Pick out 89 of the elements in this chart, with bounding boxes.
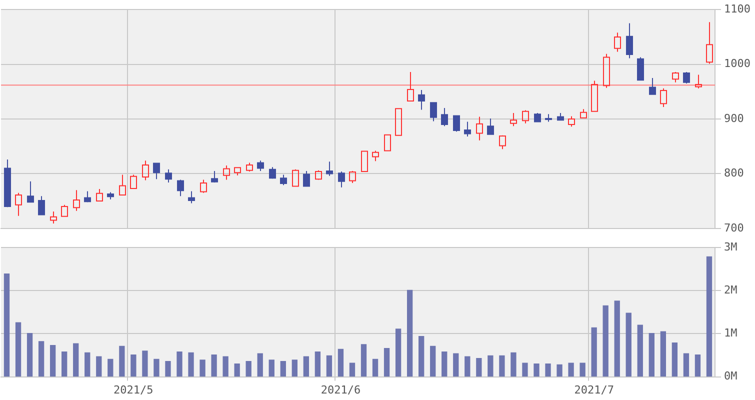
bar [188,352,194,377]
bar [108,358,114,377]
bar [522,362,528,377]
bar [660,331,666,377]
bar [706,256,712,377]
bar [234,364,240,377]
bar [268,360,274,377]
bar [360,344,367,377]
bar [464,356,470,377]
bar [602,305,608,377]
x-tick-label: 2021/7 [574,383,614,396]
y-tick-label: 3M [724,240,738,254]
candlestick [372,150,379,162]
bar [476,358,482,377]
bar [591,327,597,377]
bar [338,348,344,377]
bar [372,358,378,377]
bar [395,328,402,377]
bar [62,351,68,377]
bar [488,355,494,377]
bar [4,274,10,377]
bar [246,360,252,377]
bar [142,350,148,377]
bar [154,358,160,377]
bar [165,360,171,377]
bar [26,332,33,377]
y-tick-label: 1M [724,326,738,340]
bar [442,351,448,377]
candlestick [234,167,241,176]
candlestick [695,74,702,89]
candlestick [50,210,57,224]
candlestick [407,71,414,102]
y-tick-label: 800 [724,166,744,180]
bar [556,364,562,377]
bar [211,354,217,377]
y-tick-label: 2M [724,284,738,297]
bar [50,345,56,377]
bar [222,356,228,377]
bar [119,346,125,377]
bar [637,324,643,377]
bar [384,348,390,377]
bar [73,343,79,377]
y-tick-label: 0M [724,370,738,383]
bar [130,354,136,377]
candlestick [580,108,587,118]
bar [430,346,436,377]
candlestick [73,190,80,212]
bar [499,355,505,377]
bar [257,353,263,377]
bar [672,342,678,377]
y-tick-label: 700 [724,221,744,234]
candlestick [522,110,529,124]
bar [280,360,286,377]
bar [303,356,310,377]
bar [38,341,44,377]
bar [418,336,424,377]
bar [683,353,690,377]
candlestick [119,174,126,196]
candlestick [706,22,713,64]
bar [545,364,551,377]
bar [200,360,206,377]
x-tick-label: 2021/5 [114,383,154,396]
bar [176,351,182,377]
bar [96,356,102,377]
y-tick-label: 1000 [724,57,750,70]
candlestick [15,192,22,216]
bar [648,332,654,377]
bar [314,351,321,377]
candlestick [510,112,517,127]
bar [614,300,620,377]
bar [349,362,356,377]
candlestick [476,116,483,141]
y-tick-label: 900 [724,112,744,125]
y-tick-label: 1100 [724,2,750,16]
bar [453,353,459,377]
bar [534,364,540,377]
bar [626,312,632,377]
bar [292,360,298,377]
candlestick [591,80,598,112]
bar [84,352,90,377]
x-tick-label: 2021/6 [320,383,361,396]
bar [326,355,332,377]
bar [568,362,574,377]
bar [15,322,22,377]
bar [406,290,413,377]
bar [580,362,586,377]
candlestick [142,160,149,181]
bar [694,354,701,377]
bar [510,352,516,377]
